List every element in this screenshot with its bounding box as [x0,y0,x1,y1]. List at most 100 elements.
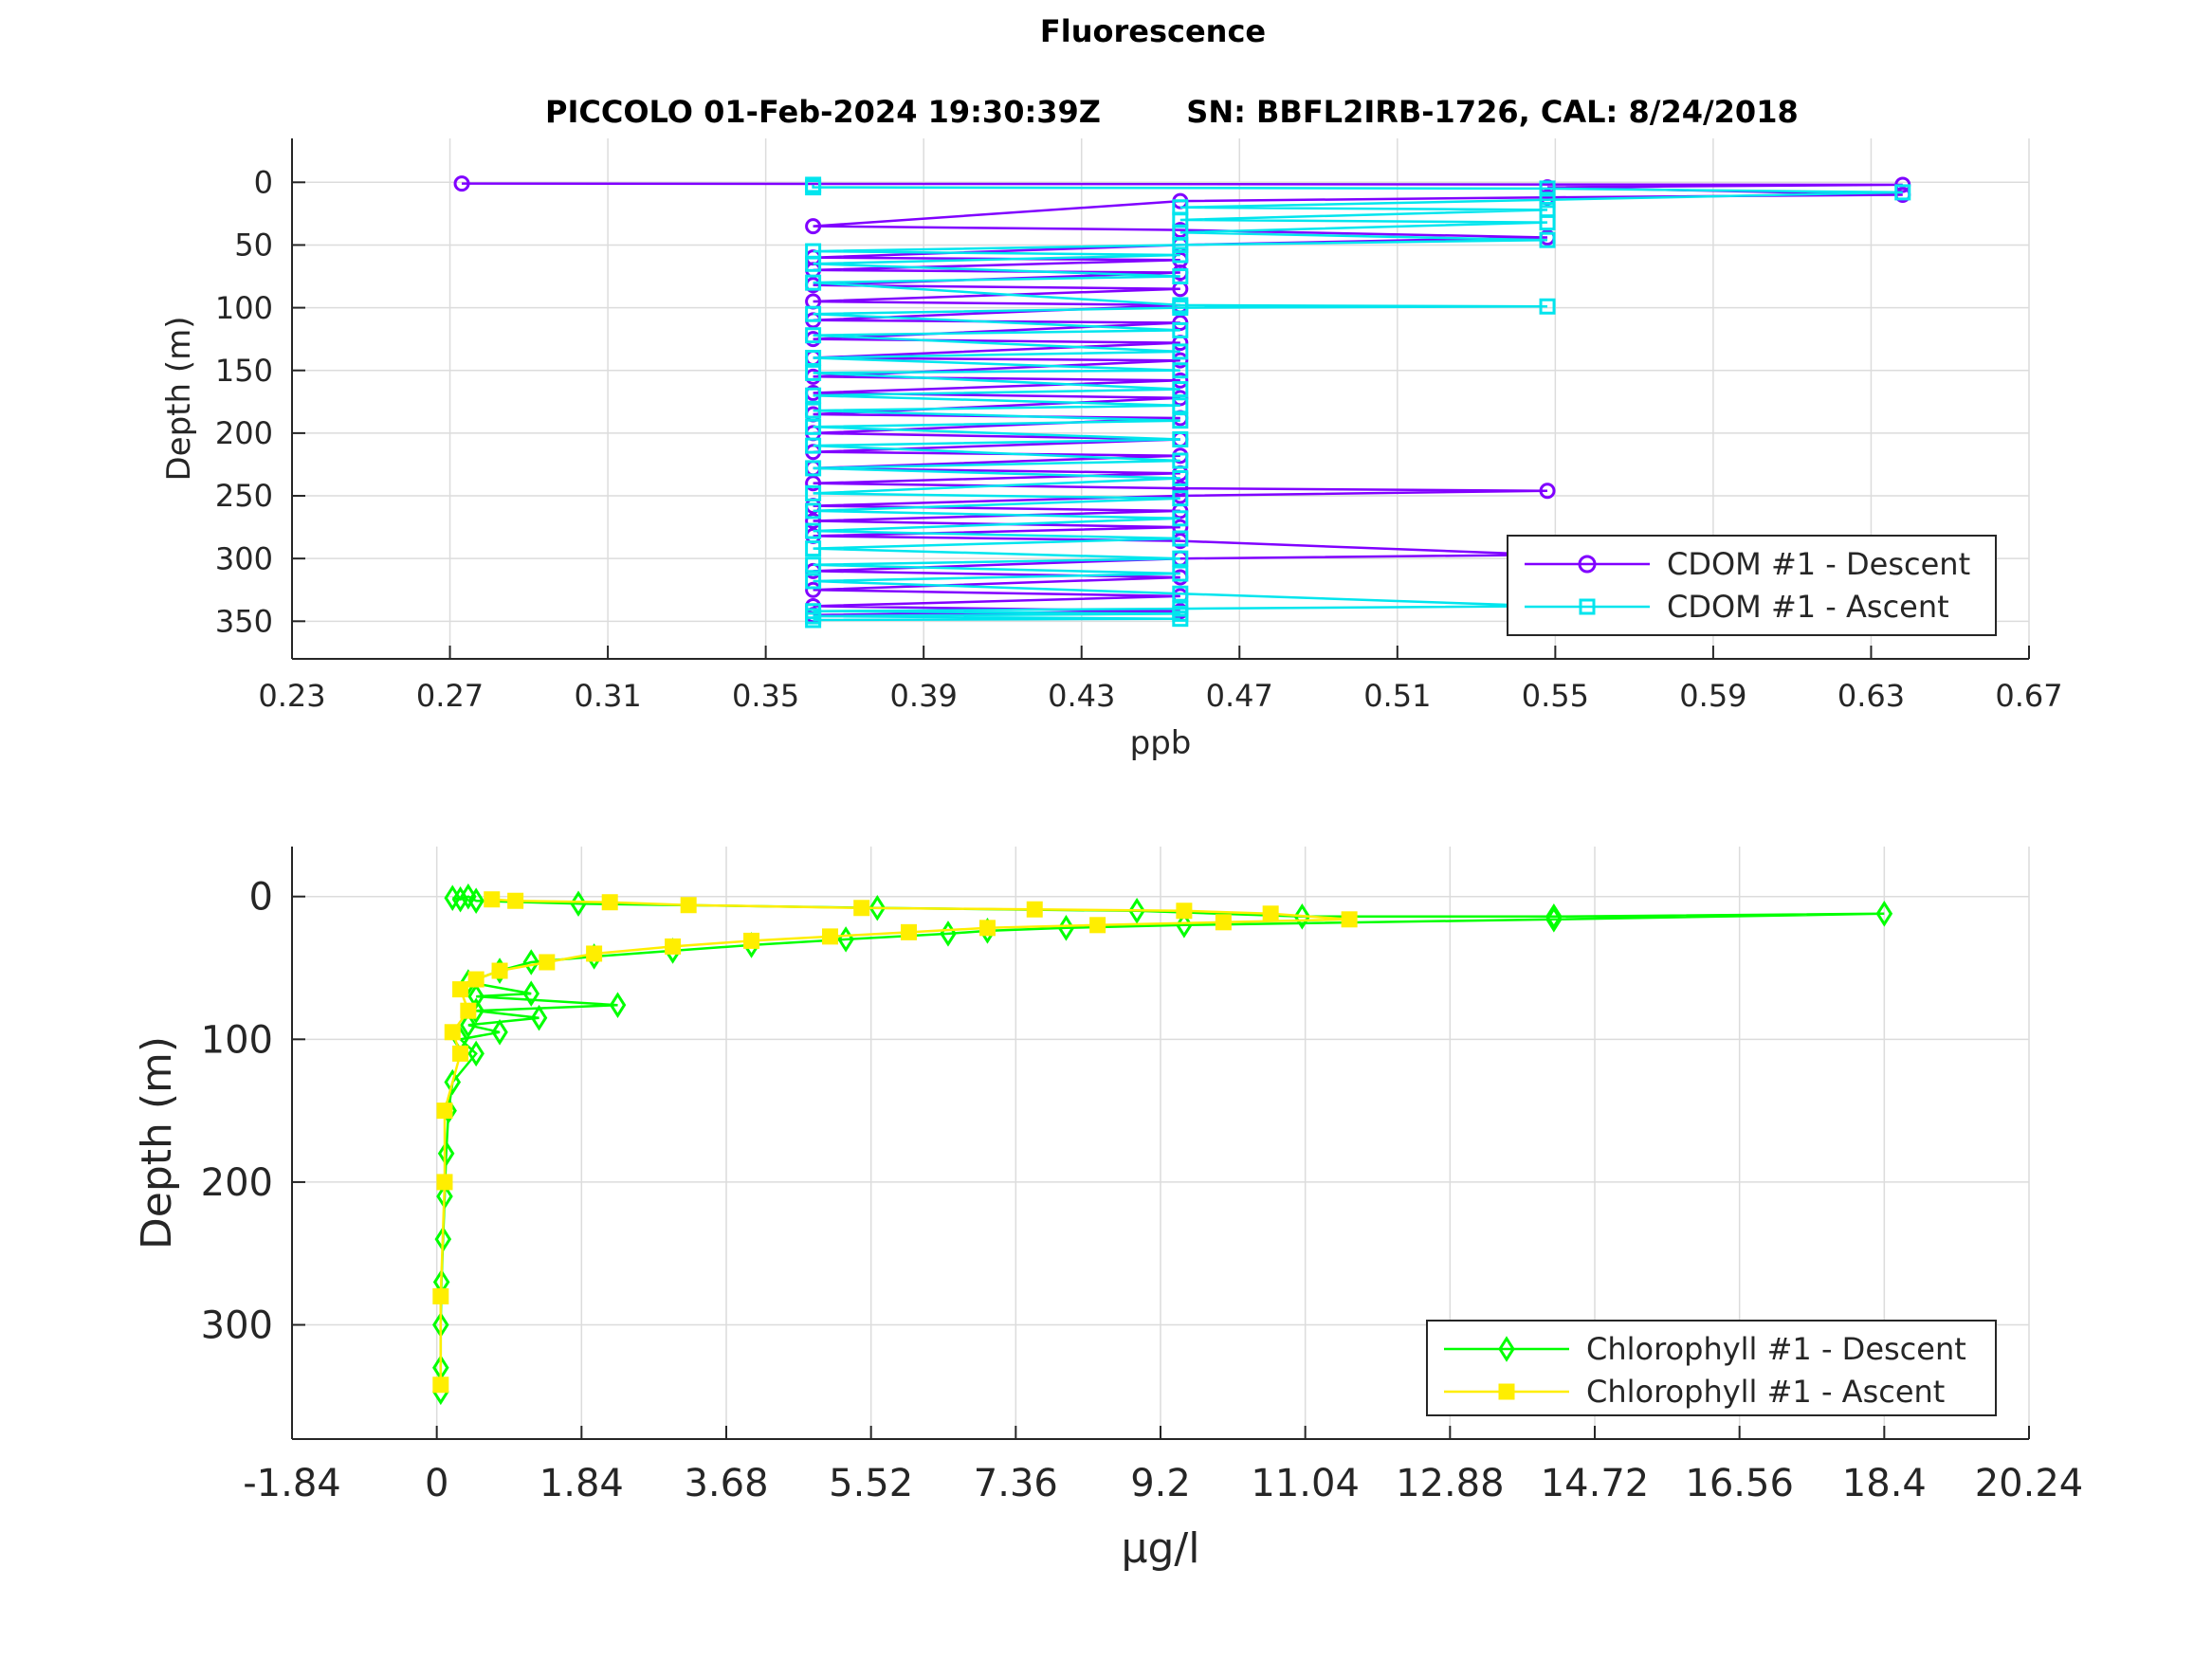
data-point [1262,905,1279,922]
data-point [432,1376,449,1394]
data-point [805,327,822,344]
y-tick-label: 200 [215,415,273,451]
legend-box [1426,1320,1997,1416]
data-point [491,1018,508,1046]
data-point [805,255,822,272]
legend-marker [1579,598,1596,615]
data-point [822,928,839,945]
y-tick-label: 100 [215,290,273,326]
data-point [743,932,760,949]
x-tick-label: 1.84 [539,1462,624,1505]
data-point [1172,550,1189,567]
legend-marker [1498,1336,1515,1362]
data-point [460,883,477,910]
x-tick-label: 12.88 [1396,1462,1505,1505]
data-point [1172,611,1189,628]
data-point [1172,300,1189,317]
data-point [1057,915,1075,941]
legend-marker [1498,1383,1515,1400]
data-point [1545,906,1563,933]
data-point [444,1068,462,1096]
data-point [1875,900,1893,927]
x-tick-label: 5.52 [829,1462,913,1505]
cdom-plot: 0.23 0.27 0.31 0.35 0.39 0.43 0.47 0.51 0.55 0.59… [160,138,2063,762]
y-tick-label: 250 [215,478,273,514]
x-axis-label: ppb [1130,724,1192,762]
subtitle-left: PICCOLO 01-Feb-2024 19:30:39Z [545,94,1101,130]
data-point [522,980,540,1007]
subtitle-right: SN: BBFL2IRB-1726, CAL: 8/24/2018 [1186,94,1798,130]
data-point [1545,903,1563,930]
data-point [805,460,822,477]
x-tick-label: 9.2 [1130,1462,1191,1505]
data-point [451,885,469,913]
data-point [491,962,508,979]
legend-label: CDOM #1 - Ascent [1667,589,1949,625]
y-tick-label: 100 [201,1018,273,1062]
data-point [1172,470,1189,487]
x-tick-label: 0.47 [1206,678,1273,714]
data-point [1172,565,1189,582]
data-point [586,945,603,962]
x-tick-label: 3.68 [684,1462,768,1505]
x-tick-label: -1.84 [243,1462,341,1505]
chlorophyll-plot: -1.84 0 1.84 3.68 5.52 7.36 9.2 11.04 12.88 14.72… [133,847,2083,1573]
data-point [437,1140,455,1167]
data-point [1172,480,1189,497]
figure-title: Fluorescence [1040,13,1266,49]
data-point [609,992,627,1018]
data-point [805,350,822,367]
data-point [1539,483,1556,500]
y-tick-label: 300 [215,540,273,576]
data-point [680,897,697,914]
y-tick-label: 50 [234,228,273,264]
data-point [805,581,822,598]
x-tick-label: 20.24 [1975,1462,2084,1505]
data-point [1172,362,1189,379]
x-tick-label: 0.23 [258,678,325,714]
y-tick-label: 300 [201,1304,273,1348]
x-tick-label: 0.67 [1995,678,2062,714]
data-point [1172,381,1189,398]
data-point [1172,352,1189,369]
data-point [453,175,470,192]
data-point [805,364,822,381]
x-tick-label: 0.27 [416,678,484,714]
data-point [1172,246,1189,264]
legend-box [1507,535,1997,636]
y-tick-label: 200 [201,1161,273,1205]
data-point [1172,343,1189,360]
data-point [1172,585,1189,602]
data-point [805,540,822,557]
legend: Chlorophyll #1 - Descent Chlorophyll #1 -… [1426,1320,1997,1416]
series-line-1 [439,895,1885,1393]
data-point [1172,236,1189,253]
data-point [1172,372,1189,389]
data-point [1172,530,1189,547]
data-point [805,522,822,539]
data-point [805,274,822,291]
data-point [444,1024,461,1041]
data-point [665,938,682,955]
y-tick-label: 350 [215,604,273,640]
x-tick-label: 0 [425,1462,448,1505]
data-point [805,611,822,629]
series-line-2 [812,184,1903,622]
legend-marker [1578,555,1597,574]
data-point [1172,268,1189,285]
data-point [522,949,540,975]
data-point [452,981,469,998]
data-point [484,891,501,908]
data-point [460,1002,477,1019]
y-tick-label: 150 [215,353,273,389]
data-point [1539,231,1556,248]
x-tick-label: 14.72 [1541,1462,1650,1505]
x-tick-label: 0.51 [1363,678,1431,714]
data-point [805,402,822,419]
y-axis-label: Depth (m) [133,1036,181,1249]
y-tick-label: 0 [254,165,273,201]
x-tick-label: 18.4 [1842,1462,1927,1505]
data-point [805,484,822,501]
x-tick-label: 11.04 [1251,1462,1360,1505]
